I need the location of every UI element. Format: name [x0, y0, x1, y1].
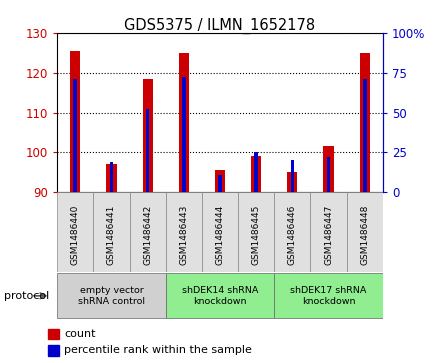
Text: GSM1486443: GSM1486443 [180, 204, 188, 265]
Bar [238, 192, 274, 272]
Bar [93, 192, 129, 272]
Bar [323, 147, 334, 192]
Bar [274, 273, 383, 318]
Bar [179, 53, 189, 192]
Bar [347, 192, 383, 272]
Bar [363, 79, 367, 192]
Text: shDEK17 shRNA
knockdown: shDEK17 shRNA knockdown [290, 286, 367, 306]
Bar [143, 78, 153, 192]
Bar [311, 192, 347, 272]
Bar [146, 109, 150, 192]
Bar [202, 192, 238, 272]
Bar [290, 160, 294, 192]
Bar [110, 162, 113, 192]
Bar [70, 51, 81, 192]
Bar [218, 175, 222, 192]
Text: count: count [64, 329, 96, 339]
Text: GSM1486444: GSM1486444 [216, 204, 224, 265]
Bar [359, 53, 370, 192]
Text: empty vector
shRNA control: empty vector shRNA control [78, 286, 145, 306]
Bar [57, 192, 93, 272]
Bar [215, 171, 225, 192]
Bar [57, 273, 166, 318]
Text: GDS5375 / ILMN_1652178: GDS5375 / ILMN_1652178 [125, 18, 315, 34]
Text: GSM1486445: GSM1486445 [252, 204, 260, 265]
Bar [287, 172, 297, 192]
Text: GSM1486447: GSM1486447 [324, 204, 333, 265]
Text: GSM1486440: GSM1486440 [71, 204, 80, 265]
Bar [129, 192, 166, 272]
Bar [182, 77, 186, 192]
Text: GSM1486446: GSM1486446 [288, 204, 297, 265]
Text: percentile rank within the sample: percentile rank within the sample [64, 345, 252, 355]
Bar [166, 273, 274, 318]
Bar [106, 164, 117, 192]
Bar [48, 345, 59, 356]
Bar [254, 152, 258, 192]
Text: GSM1486442: GSM1486442 [143, 204, 152, 265]
Text: GSM1486441: GSM1486441 [107, 204, 116, 265]
Text: GSM1486448: GSM1486448 [360, 204, 369, 265]
Bar [48, 329, 59, 339]
Text: shDEK14 shRNA
knockdown: shDEK14 shRNA knockdown [182, 286, 258, 306]
Bar [166, 192, 202, 272]
Text: protocol: protocol [4, 291, 50, 301]
Bar [274, 192, 311, 272]
Bar [251, 156, 261, 192]
Bar [73, 79, 77, 192]
Bar [327, 157, 330, 192]
